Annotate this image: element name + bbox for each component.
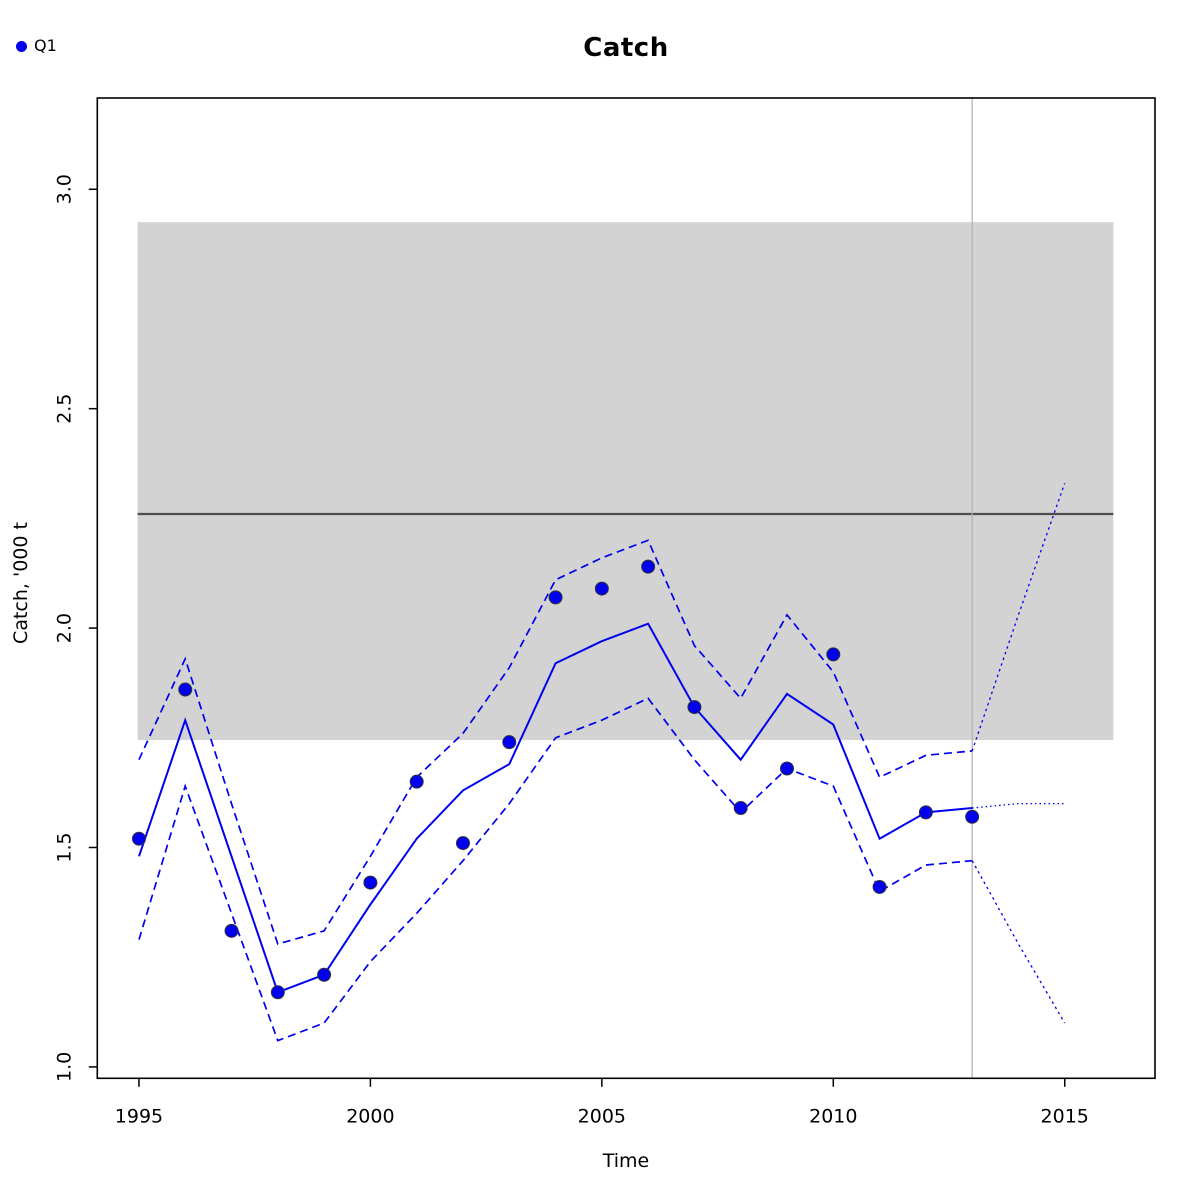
data-point-2008 — [733, 800, 748, 815]
x-tick-label: 2000 — [346, 1105, 394, 1127]
data-point-2000 — [363, 875, 378, 890]
data-point-2002 — [455, 836, 470, 851]
chart-title: Catch — [583, 33, 669, 63]
x-tick-label: 1995 — [115, 1105, 163, 1127]
ci-lower-line — [138, 697, 973, 1042]
legend-label: Q1 — [34, 36, 57, 55]
data-point-1996 — [178, 682, 193, 697]
y-tick-label: 1.5 — [53, 832, 75, 862]
x-tick-label: 2010 — [809, 1105, 857, 1127]
data-point-2010 — [826, 647, 841, 662]
legend: Q1 — [16, 38, 57, 54]
data-point-2001 — [409, 774, 424, 789]
legend-point-icon — [16, 40, 27, 52]
data-point-2003 — [502, 735, 517, 750]
data-point-2007 — [687, 700, 702, 715]
data-point-2004 — [548, 590, 563, 605]
plot-border — [96, 97, 1156, 1080]
x-tick-label: 2005 — [578, 1105, 626, 1127]
data-point-1998 — [270, 985, 285, 1000]
data-point-1997 — [224, 923, 239, 938]
data-point-1999 — [317, 967, 332, 982]
data-point-2011 — [872, 879, 887, 894]
y-tick-label: 3.0 — [53, 174, 75, 204]
x-axis-title: Time — [602, 1150, 650, 1172]
proj-median-line — [972, 802, 1065, 809]
data-point-2006 — [641, 559, 656, 574]
data-point-2009 — [780, 761, 795, 776]
x-tick-label: 2015 — [1041, 1105, 1089, 1127]
y-tick-label: 2.0 — [53, 613, 75, 643]
y-tick-label: 2.5 — [53, 394, 75, 424]
data-point-2012 — [918, 805, 933, 820]
data-point-2013 — [965, 809, 980, 824]
data-point-2005 — [594, 581, 609, 596]
data-point-1995 — [131, 831, 146, 846]
reference-band — [137, 222, 1114, 740]
ci-upper-line — [138, 539, 973, 946]
proj-lower-line — [971, 860, 1066, 1024]
y-tick-label: 1.0 — [53, 1052, 75, 1082]
